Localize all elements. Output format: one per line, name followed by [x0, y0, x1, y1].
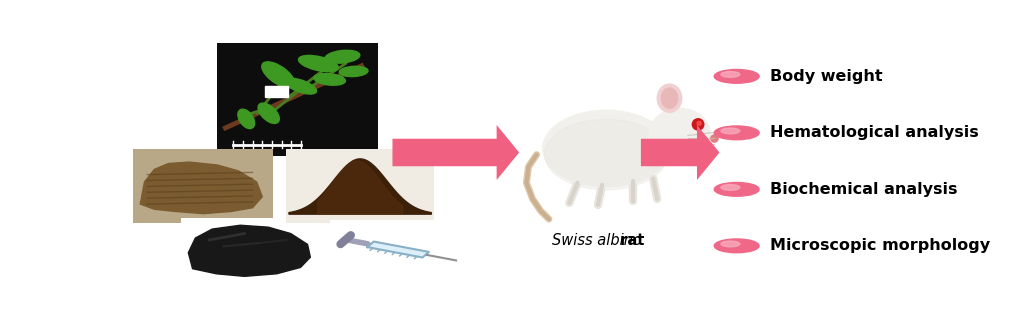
- Text: Biochemical analysis: Biochemical analysis: [770, 182, 957, 197]
- Text: Body weight: Body weight: [770, 69, 883, 84]
- Circle shape: [721, 241, 739, 247]
- Circle shape: [721, 71, 739, 77]
- Circle shape: [721, 184, 739, 190]
- Text: Microscopic morphology: Microscopic morphology: [770, 238, 991, 253]
- Text: Swiss albino: Swiss albino: [551, 234, 641, 249]
- Circle shape: [714, 70, 759, 83]
- Circle shape: [714, 126, 759, 140]
- Circle shape: [721, 128, 739, 134]
- Circle shape: [714, 239, 759, 253]
- Text: Hematological analysis: Hematological analysis: [770, 125, 979, 140]
- Circle shape: [714, 182, 759, 196]
- Text: rat: rat: [615, 234, 644, 249]
